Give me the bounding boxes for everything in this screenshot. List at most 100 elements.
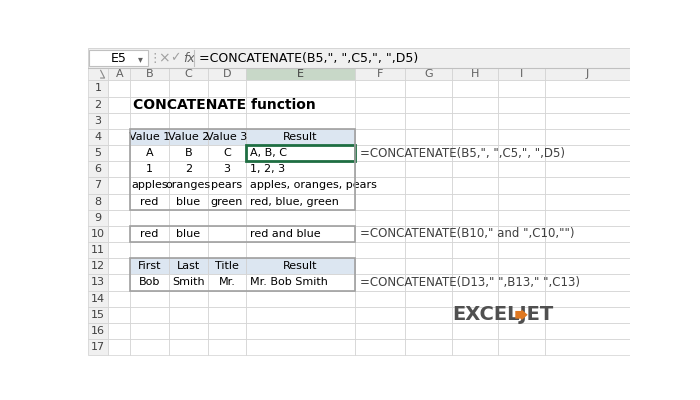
Bar <box>405 68 452 80</box>
Bar <box>130 307 169 323</box>
Bar <box>405 96 452 113</box>
Bar <box>130 129 169 145</box>
Bar <box>208 177 246 194</box>
Bar <box>545 113 630 129</box>
Bar <box>545 226 630 242</box>
Bar <box>545 339 630 355</box>
Bar <box>169 290 208 307</box>
Bar <box>545 68 630 80</box>
Bar <box>108 177 130 194</box>
Bar <box>545 242 630 258</box>
Bar <box>246 339 355 355</box>
Bar <box>108 323 130 339</box>
Bar <box>208 145 246 161</box>
Text: 2: 2 <box>185 164 192 174</box>
Bar <box>545 129 630 145</box>
Bar <box>108 161 130 177</box>
Bar <box>246 96 355 113</box>
Bar <box>130 194 169 210</box>
Bar <box>88 68 108 80</box>
Bar <box>208 258 246 274</box>
Bar <box>452 113 498 129</box>
Bar <box>169 177 208 194</box>
Bar <box>452 226 498 242</box>
Text: =CONCATENATE(B10," and ",C10,""): =CONCATENATE(B10," and ",C10,"") <box>360 228 574 240</box>
Bar <box>169 194 208 210</box>
Bar <box>169 194 208 210</box>
Bar <box>498 242 545 258</box>
Bar <box>130 145 169 161</box>
Bar <box>498 290 545 307</box>
Bar <box>498 210 545 226</box>
Bar <box>169 113 208 129</box>
Bar <box>88 339 108 355</box>
Bar <box>545 290 630 307</box>
Bar <box>405 113 452 129</box>
Bar <box>405 145 452 161</box>
Text: 9: 9 <box>94 213 101 223</box>
Bar <box>246 145 355 161</box>
Bar <box>130 68 169 80</box>
Bar <box>208 80 246 96</box>
Bar <box>355 210 405 226</box>
Text: Result: Result <box>284 132 318 142</box>
Bar <box>108 258 130 274</box>
Bar <box>130 339 169 355</box>
Bar <box>452 210 498 226</box>
Text: CONCATENATE function: CONCATENATE function <box>133 98 316 112</box>
Bar <box>108 210 130 226</box>
Bar <box>355 194 405 210</box>
Bar <box>208 274 246 290</box>
Bar <box>405 210 452 226</box>
Text: red, blue, green: red, blue, green <box>251 197 339 207</box>
Text: 13: 13 <box>91 278 105 288</box>
Bar <box>405 194 452 210</box>
Text: red: red <box>140 229 159 239</box>
Bar <box>169 177 208 194</box>
Text: 8: 8 <box>94 197 101 207</box>
Bar <box>108 80 130 96</box>
Text: 2: 2 <box>94 100 101 110</box>
Bar <box>498 194 545 210</box>
Bar <box>246 226 355 242</box>
Bar <box>498 129 545 145</box>
Bar <box>130 96 169 113</box>
Bar <box>169 307 208 323</box>
Text: J: J <box>586 69 589 79</box>
Bar <box>246 129 355 145</box>
Text: Bob: Bob <box>139 278 160 288</box>
Text: blue: blue <box>176 197 200 207</box>
Bar <box>355 323 405 339</box>
Bar <box>355 145 405 161</box>
Text: pears: pears <box>211 180 243 190</box>
Text: I: I <box>520 69 523 79</box>
Bar <box>88 274 108 290</box>
Text: Value 2: Value 2 <box>167 132 209 142</box>
Bar <box>130 258 355 290</box>
Bar <box>498 68 545 80</box>
Bar <box>88 258 108 274</box>
Bar <box>246 194 355 210</box>
Bar <box>246 323 355 339</box>
Bar <box>208 177 246 194</box>
Bar <box>169 145 208 161</box>
Bar <box>88 177 108 194</box>
Bar <box>452 258 498 274</box>
Bar <box>108 226 130 242</box>
Bar <box>405 177 452 194</box>
Bar <box>452 129 498 145</box>
Bar <box>208 68 246 80</box>
Bar <box>130 129 355 210</box>
Bar <box>130 210 169 226</box>
Bar <box>405 274 452 290</box>
Bar <box>355 242 405 258</box>
Bar <box>355 177 405 194</box>
Bar <box>130 113 169 129</box>
Bar <box>130 226 169 242</box>
Bar <box>208 339 246 355</box>
Text: 4: 4 <box>94 132 101 142</box>
Text: ×: × <box>158 51 169 65</box>
Text: A: A <box>146 148 153 158</box>
Text: 5: 5 <box>94 148 101 158</box>
Bar <box>498 177 545 194</box>
